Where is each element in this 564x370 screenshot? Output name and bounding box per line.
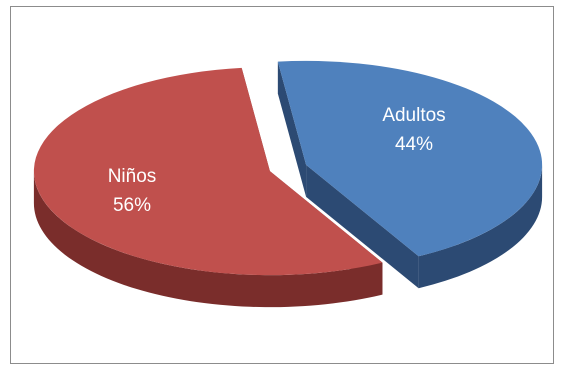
slice-label-ninos: Niños [108, 166, 157, 187]
slice-cut-adultos-0 [277, 61, 307, 197]
slice-label-adultos: Adultos [382, 105, 445, 126]
slice-value-ninos: 56% [113, 195, 151, 216]
slice-value-adultos: 44% [395, 134, 433, 155]
slice-wall-adultos [418, 164, 543, 289]
pie-tops [33, 60, 543, 276]
slice-cut-adultos-1 [306, 164, 419, 289]
slice-adultos [277, 60, 543, 257]
pie-labels: Adultos 44% Niños 56% [108, 105, 446, 216]
slice-ninos [33, 67, 383, 276]
slice-wall-ninos [33, 171, 383, 308]
